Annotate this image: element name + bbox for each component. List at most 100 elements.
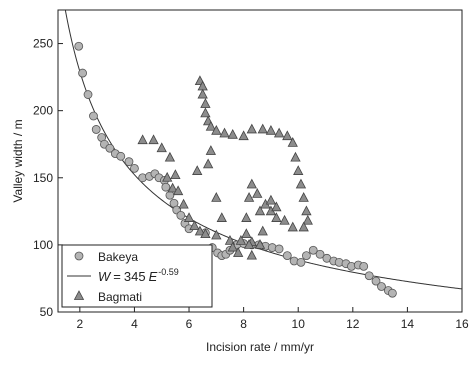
- point: [254, 205, 266, 216]
- legend-marker: [73, 290, 85, 300]
- point: [265, 124, 277, 135]
- point: [116, 151, 126, 161]
- point: [257, 123, 268, 134]
- y-tick-label: 250: [33, 37, 53, 51]
- fit-operator: =: [113, 269, 121, 284]
- point: [164, 151, 176, 162]
- point: [315, 249, 325, 259]
- point: [189, 220, 200, 230]
- point: [197, 88, 208, 99]
- legend-label: Bakeya: [98, 250, 138, 264]
- point: [295, 178, 307, 189]
- point: [273, 127, 285, 138]
- x-tick-label: 2: [76, 317, 83, 331]
- point: [161, 182, 171, 192]
- x-tick-label: 16: [455, 317, 469, 331]
- point: [296, 257, 306, 267]
- point: [279, 214, 290, 225]
- x-tick-label: 12: [346, 317, 360, 331]
- point: [78, 68, 87, 78]
- point: [216, 212, 227, 222]
- point: [162, 171, 173, 182]
- point: [211, 229, 222, 240]
- point: [302, 251, 311, 261]
- point: [265, 194, 277, 205]
- point: [200, 228, 211, 239]
- point: [252, 188, 263, 198]
- x-tick-label: 8: [240, 317, 247, 331]
- point: [246, 249, 257, 260]
- legend-marker: [74, 251, 84, 261]
- x-tick-label: 14: [401, 317, 415, 331]
- point: [211, 124, 222, 135]
- legend-label: Bagmati: [98, 290, 142, 304]
- point: [176, 210, 186, 220]
- point: [170, 169, 181, 179]
- point: [205, 145, 217, 155]
- x-axis-label: Incision rate / mm/yr: [206, 340, 314, 354]
- point: [202, 158, 214, 169]
- point: [308, 245, 318, 255]
- point: [254, 239, 266, 249]
- point: [241, 212, 252, 222]
- point: [178, 198, 189, 209]
- point: [282, 251, 292, 261]
- point: [165, 190, 175, 200]
- point: [257, 225, 268, 236]
- point: [74, 41, 84, 51]
- plot-frame: [57, 9, 463, 313]
- point: [211, 192, 222, 202]
- fit-coefficient: 345: [124, 269, 146, 284]
- point: [287, 221, 298, 232]
- fit-exponent: -0.59: [158, 267, 179, 277]
- legend-label: W = 345 E-0.59: [98, 267, 179, 284]
- point: [167, 182, 178, 193]
- point: [243, 239, 255, 249]
- point: [124, 157, 134, 167]
- point: [364, 271, 374, 281]
- x-tick-label: 6: [186, 317, 193, 331]
- plot-area: [64, 10, 462, 298]
- point: [287, 137, 298, 147]
- point: [298, 221, 309, 232]
- point: [241, 228, 252, 239]
- y-tick-label: 200: [33, 104, 53, 118]
- point: [227, 241, 238, 252]
- fit-base: E: [149, 269, 158, 284]
- point: [91, 125, 101, 134]
- point: [224, 235, 236, 245]
- point: [282, 130, 293, 141]
- point: [148, 134, 159, 145]
- point: [246, 178, 257, 189]
- point: [137, 134, 148, 145]
- y-tick-label: 100: [33, 238, 53, 252]
- point: [200, 98, 211, 108]
- point: [200, 107, 211, 118]
- point: [183, 212, 195, 222]
- point: [290, 151, 301, 162]
- x-tick-label: 4: [131, 317, 138, 331]
- point: [371, 276, 381, 286]
- point: [172, 185, 184, 196]
- point: [227, 128, 238, 139]
- point: [130, 163, 139, 173]
- point: [156, 142, 167, 153]
- fit-lhs: W: [98, 269, 112, 284]
- point: [246, 123, 257, 134]
- point: [83, 90, 93, 99]
- point: [387, 288, 397, 298]
- y-tick-label: 150: [33, 171, 53, 185]
- y-axis-label: Valley width / m: [11, 119, 25, 202]
- point: [301, 205, 312, 216]
- point: [271, 212, 282, 222]
- point: [274, 244, 284, 254]
- point: [302, 214, 313, 225]
- x-tick-label: 10: [292, 317, 306, 331]
- point: [192, 165, 203, 175]
- point: [359, 261, 369, 271]
- point: [232, 247, 244, 257]
- point: [243, 192, 255, 202]
- point: [105, 143, 115, 153]
